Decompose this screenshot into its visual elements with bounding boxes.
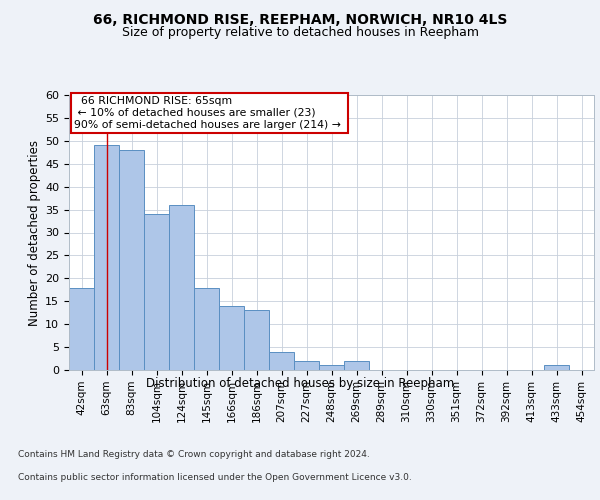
Bar [244, 310, 269, 370]
Y-axis label: Number of detached properties: Number of detached properties [28, 140, 41, 326]
Text: Contains HM Land Registry data © Crown copyright and database right 2024.: Contains HM Land Registry data © Crown c… [18, 450, 370, 459]
Text: Contains public sector information licensed under the Open Government Licence v3: Contains public sector information licen… [18, 472, 412, 482]
Bar [169, 205, 194, 370]
Bar [294, 361, 319, 370]
Bar [219, 306, 244, 370]
Bar [344, 361, 369, 370]
Bar [269, 352, 294, 370]
Bar [194, 288, 219, 370]
Text: Size of property relative to detached houses in Reepham: Size of property relative to detached ho… [121, 26, 479, 39]
Bar [544, 366, 569, 370]
Text: 66 RICHMOND RISE: 65sqm
 ← 10% of detached houses are smaller (23)
90% of semi-d: 66 RICHMOND RISE: 65sqm ← 10% of detache… [74, 96, 344, 130]
Text: 66, RICHMOND RISE, REEPHAM, NORWICH, NR10 4LS: 66, RICHMOND RISE, REEPHAM, NORWICH, NR1… [93, 12, 507, 26]
Bar [69, 288, 94, 370]
Bar [94, 146, 119, 370]
Bar [144, 214, 169, 370]
Bar [119, 150, 144, 370]
Text: Distribution of detached houses by size in Reepham: Distribution of detached houses by size … [146, 378, 454, 390]
Bar [319, 366, 344, 370]
